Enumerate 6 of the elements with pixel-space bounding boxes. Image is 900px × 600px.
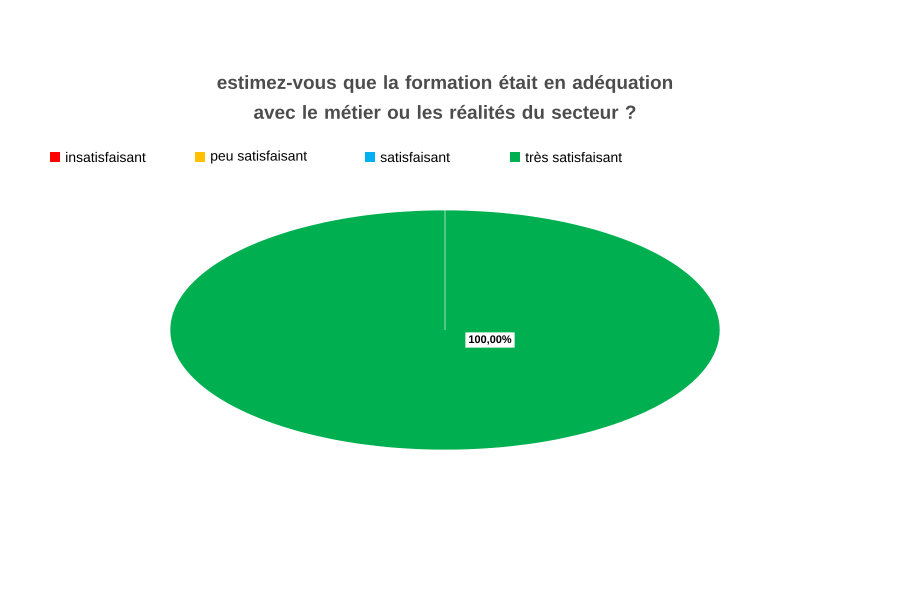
legend-label: peu satisfaisant bbox=[211, 150, 308, 164]
data-label: 100,00% bbox=[469, 335, 512, 345]
legend-label: satisfaisant bbox=[380, 152, 450, 162]
chart-title: estimez-vous que la formation était en adéquation avec le métier ou les réalités du secteur ? bbox=[218, 75, 672, 119]
legend-label: insatisfaisant bbox=[66, 152, 146, 162]
legend-label: très satisfaisant bbox=[525, 152, 622, 162]
